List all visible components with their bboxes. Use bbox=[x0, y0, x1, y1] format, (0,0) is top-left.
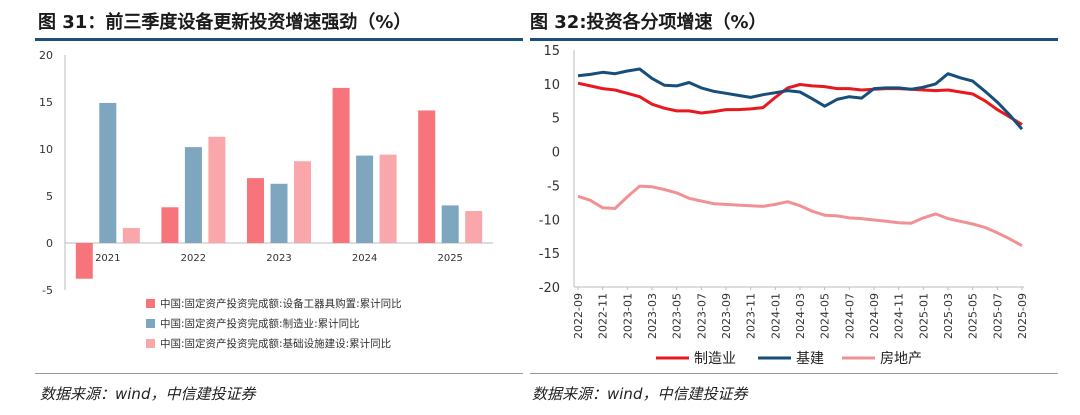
line-x-tick-label: 2024-07 bbox=[843, 293, 856, 339]
line-infrastructure-series bbox=[577, 67, 1024, 131]
left-chart-title: 图 31：前三季度设备更新投资增速强劲（%） bbox=[38, 12, 412, 33]
bar-2025-series-2 bbox=[441, 205, 459, 243]
line-x-tick-label: 2025-09 bbox=[1016, 293, 1029, 339]
line-x-tick-label: 2023-01 bbox=[621, 293, 634, 339]
line-x-tick-label: 2024-11 bbox=[893, 293, 906, 339]
bar-legend-label-1: 中国:固定资产投资完成额:设备工器具购置:累计同比 bbox=[160, 297, 402, 310]
right-source-rule bbox=[530, 373, 1058, 374]
bar-y-tick-label: -5 bbox=[42, 284, 53, 297]
bar-y-tick-label: 0 bbox=[46, 237, 53, 250]
line-real-estate-series bbox=[577, 184, 1023, 248]
bar-x-tick-label: 2022 bbox=[181, 253, 206, 264]
bar-y-tick-label: 10 bbox=[39, 143, 53, 156]
bar-y-tick-label: 5 bbox=[46, 190, 53, 203]
line-legend-label-2: 基建 bbox=[796, 350, 824, 367]
bar-2021-series-1 bbox=[75, 243, 93, 279]
bar-2022-series-3 bbox=[208, 136, 226, 243]
bar-2022-series-2 bbox=[184, 147, 202, 243]
right-chart-title: 图 32:投资各分项增速（%） bbox=[530, 12, 767, 33]
line-x-tick-label: 2023-11 bbox=[745, 293, 758, 339]
bar-2024-series-1 bbox=[332, 87, 350, 244]
line-x-tick-label: 2023-09 bbox=[720, 293, 733, 339]
left-source-note: 数据来源：wind，中信建投证券 bbox=[40, 385, 256, 403]
line-x-tick-label: 2024-01 bbox=[769, 293, 782, 339]
left-chart-panel: 图 31：前三季度设备更新投资增速强劲（%） -5 0 5 10 15 20 2021 202… bbox=[0, 0, 525, 415]
line-x-tick-label: 2023-05 bbox=[671, 293, 684, 339]
bar-2025-series-3 bbox=[465, 211, 483, 243]
bar-x-tick-label: 2025 bbox=[437, 253, 462, 264]
line-y-tick-label: -5 bbox=[547, 179, 560, 194]
bar-chart: -5 0 5 10 15 20 2021 2022 2023 2024 2025 中国:固定资产投资完… bbox=[39, 49, 493, 350]
line-x-tick-label: 2024-09 bbox=[868, 293, 881, 339]
bar-2023-series-3 bbox=[294, 161, 311, 243]
bar-legend-swatch-3 bbox=[146, 339, 155, 348]
line-y-tick-label: 5 bbox=[552, 112, 560, 127]
line-x-tick-label: 2022-09 bbox=[572, 293, 585, 339]
line-y-tick-label: 0 bbox=[552, 146, 560, 161]
line-legend-label-3: 房地产 bbox=[880, 351, 922, 367]
line-x-tick-label: 2025-01 bbox=[917, 293, 930, 339]
line-x-tick-label: 2024-03 bbox=[794, 293, 807, 339]
line-y-tick-label: -20 bbox=[539, 281, 560, 296]
line-x-tick-label: 2023-03 bbox=[646, 293, 659, 339]
line-x-tick-label: 2025-07 bbox=[991, 293, 1004, 339]
line-y-tick-label: 10 bbox=[543, 78, 560, 93]
bar-2023-series-1 bbox=[247, 178, 264, 243]
line-legend-label-1: 制造业 bbox=[694, 351, 736, 367]
bar-y-tick-label: 15 bbox=[39, 96, 53, 109]
line-x-tick-label: 2025-03 bbox=[942, 293, 955, 339]
line-x-tick-label: 2023-07 bbox=[695, 293, 708, 339]
right-title-rule bbox=[530, 38, 1058, 41]
line-x-tick-label: 2022-11 bbox=[597, 293, 610, 339]
bar-2024-series-3 bbox=[379, 154, 397, 243]
bar-2025-series-1 bbox=[418, 110, 436, 244]
line-y-tick-label: 15 bbox=[543, 44, 560, 59]
line-x-tick-label: 2024-05 bbox=[819, 293, 832, 339]
bar-y-tick-label: 20 bbox=[39, 49, 53, 62]
line-y-tick-label: -10 bbox=[539, 213, 560, 228]
line-x-tick-label: 2025-05 bbox=[967, 293, 980, 339]
bar-x-tick-label: 2023 bbox=[266, 253, 291, 264]
line-y-tick-label: -15 bbox=[539, 247, 560, 262]
line-manufacturing-series bbox=[577, 81, 1023, 126]
right-source-note: 数据来源：wind，中信建投证券 bbox=[532, 385, 748, 403]
bar-2021-series-3 bbox=[122, 227, 140, 243]
bar-2024-series-2 bbox=[356, 155, 374, 243]
bar-legend-label-2: 中国:固定资产投资完成额:制造业:累计同比 bbox=[160, 317, 360, 330]
left-title-rule bbox=[35, 38, 523, 41]
left-source-rule bbox=[35, 373, 523, 374]
bar-x-tick-label: 2021 bbox=[95, 253, 120, 264]
bar-legend-swatch-2 bbox=[146, 319, 155, 328]
bar-2023-series-2 bbox=[270, 183, 288, 243]
bar-legend-swatch-1 bbox=[146, 299, 155, 308]
line-chart: -20 -15 -10 -5 0 5 10 15 2022-09 2022-11 2023-01 20… bbox=[539, 44, 1029, 367]
bar-2021-series-2 bbox=[99, 102, 117, 243]
bar-x-tick-label: 2024 bbox=[352, 253, 377, 264]
right-chart-panel: 图 32:投资各分项增速（%） -20 -15 -10 -5 0 5 10 15 2022-09… bbox=[530, 0, 1080, 415]
bar-legend-label-3: 中国:固定资产投资完成额:基础设施建设:累计同比 bbox=[160, 337, 391, 350]
bar-2022-series-1 bbox=[161, 207, 179, 243]
